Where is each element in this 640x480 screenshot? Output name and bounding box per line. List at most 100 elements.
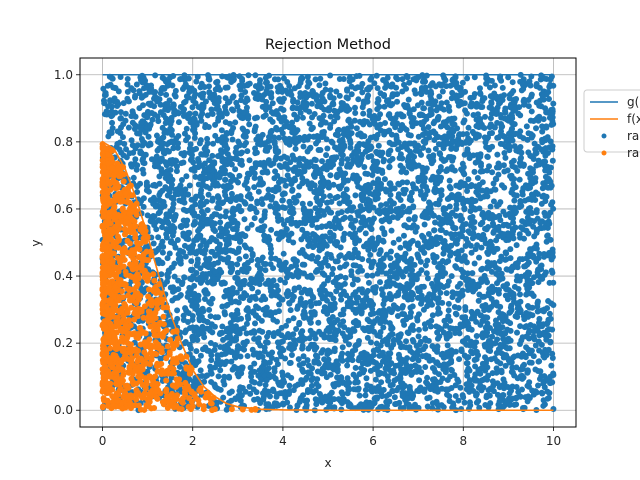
scatter-point — [292, 138, 299, 145]
scatter-point — [547, 138, 554, 145]
scatter-point — [280, 106, 287, 113]
scatter-point — [329, 324, 336, 331]
scatter-point — [228, 161, 235, 168]
scatter-point — [391, 394, 398, 401]
scatter-point — [518, 154, 525, 161]
scatter-point — [283, 290, 290, 297]
scatter-point — [424, 403, 431, 410]
scatter-point — [352, 262, 359, 269]
scatter-point — [533, 125, 540, 132]
scatter-point — [254, 114, 260, 121]
scatter-point — [472, 363, 479, 370]
scatter-point — [549, 269, 556, 276]
scatter-point — [243, 320, 250, 327]
scatter-point — [375, 142, 382, 149]
scatter-point — [308, 377, 315, 384]
scatter-point — [465, 124, 472, 131]
scatter-point — [387, 191, 394, 198]
scatter-point — [259, 328, 266, 335]
scatter-point — [407, 193, 414, 200]
scatter-point — [461, 399, 468, 406]
scatter-point — [476, 254, 483, 261]
scatter-point — [499, 84, 506, 91]
scatter-point — [370, 310, 377, 317]
scatter-point — [538, 72, 545, 79]
scatter-point — [513, 192, 520, 199]
scatter-point — [180, 312, 187, 319]
scatter-point — [251, 170, 258, 177]
scatter-point — [409, 123, 416, 130]
scatter-point — [291, 194, 298, 201]
scatter-point — [386, 163, 393, 170]
scatter-point — [152, 160, 159, 167]
scatter-point — [292, 145, 299, 152]
scatter-point — [229, 366, 236, 373]
scatter-point — [481, 125, 488, 132]
scatter-point — [199, 277, 206, 284]
scatter-point — [436, 150, 443, 157]
scatter-point — [525, 329, 532, 336]
scatter-point — [398, 254, 405, 261]
scatter-point — [154, 147, 161, 154]
scatter-point — [210, 140, 217, 147]
scatter-point — [381, 103, 388, 110]
scatter-point — [434, 401, 441, 408]
scatter-point — [471, 260, 478, 267]
scatter-point — [378, 286, 385, 293]
scatter-point — [169, 156, 176, 163]
scatter-point — [342, 274, 349, 281]
scatter-point — [262, 382, 269, 388]
scatter-point — [373, 148, 380, 155]
scatter-point — [140, 195, 147, 202]
scatter-point — [130, 87, 137, 94]
scatter-point — [309, 124, 316, 131]
scatter-point — [405, 96, 412, 103]
scatter-point — [156, 180, 163, 187]
scatter-point — [476, 85, 483, 92]
scatter-point — [491, 186, 498, 193]
scatter-point — [306, 108, 313, 115]
scatter-point — [397, 244, 404, 251]
scatter-point — [374, 99, 381, 106]
scatter-point — [395, 205, 402, 212]
scatter-point — [390, 302, 397, 309]
scatter-point — [174, 236, 181, 243]
scatter-point — [364, 272, 371, 279]
scatter-point — [330, 95, 337, 102]
scatter-point — [313, 300, 320, 307]
scatter-point — [408, 323, 415, 330]
scatter-point — [465, 386, 472, 393]
scatter-point — [404, 224, 411, 231]
scatter-point — [152, 72, 159, 79]
scatter-point — [460, 131, 467, 138]
scatter-point — [395, 289, 402, 296]
scatter-point — [445, 103, 452, 110]
scatter-point — [483, 394, 490, 401]
scatter-point — [410, 76, 417, 83]
scatter-point — [407, 257, 414, 264]
scatter-point — [291, 85, 298, 92]
scatter-point — [430, 291, 437, 298]
scatter-point — [277, 98, 284, 105]
scatter-point — [252, 72, 259, 79]
scatter-point — [175, 277, 182, 284]
scatter-point — [434, 335, 441, 342]
scatter-point — [364, 382, 371, 389]
scatter-point — [215, 314, 222, 321]
scatter-point — [548, 73, 555, 80]
scatter-point — [249, 346, 256, 353]
scatter-point — [324, 277, 331, 284]
scatter-point — [265, 72, 272, 79]
scatter-point — [420, 306, 427, 313]
scatter-point — [363, 375, 370, 382]
scatter-point — [492, 175, 499, 182]
scatter-point — [212, 121, 219, 128]
scatter-point — [479, 265, 486, 272]
scatter-point — [352, 192, 359, 199]
scatter-point — [117, 74, 124, 81]
scatter-point — [470, 225, 477, 232]
scatter-point — [294, 402, 301, 409]
scatter-point — [407, 239, 414, 246]
scatter-point — [286, 135, 293, 142]
scatter-point — [258, 85, 265, 92]
